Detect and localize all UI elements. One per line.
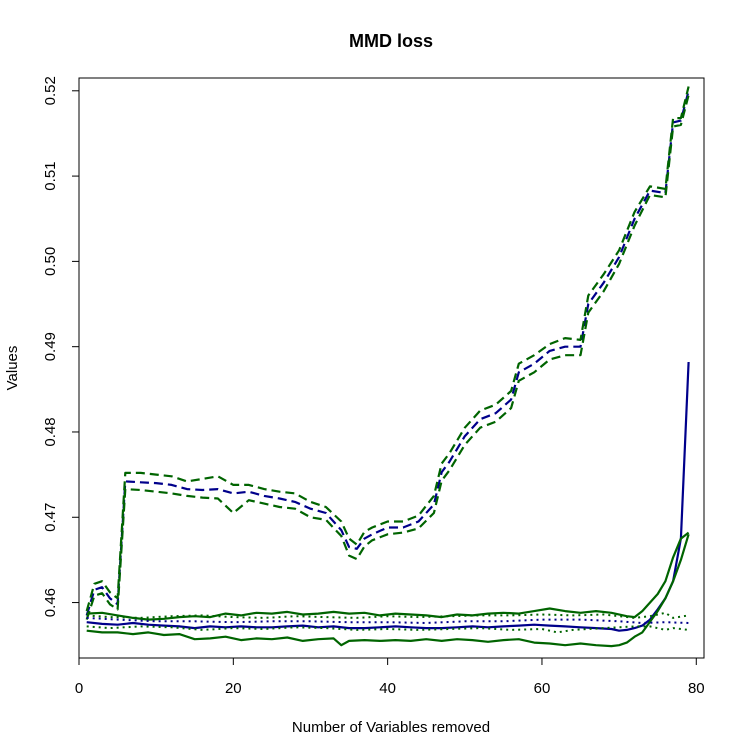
y-tick-label: 0.50	[42, 247, 59, 276]
series-line-4-solid	[86, 361, 690, 632]
x-axis: 0 20 40 60 80	[75, 657, 705, 697]
x-axis-label: Number of Variables removed	[292, 719, 490, 736]
y-axis-label: Values	[4, 346, 21, 391]
y-tick-label: 0.48	[42, 417, 59, 446]
series-line-2-dashed	[85, 86, 690, 612]
series-line-8-dotted	[86, 611, 689, 619]
series-line-7-dotted	[86, 616, 689, 624]
series-layer	[85, 86, 690, 648]
y-tick-label: 0.47	[42, 503, 59, 532]
series-line-3-dashed	[85, 94, 690, 620]
series-line-5-solid	[86, 531, 690, 621]
x-tick-label: 20	[225, 680, 242, 697]
y-tick-label: 0.46	[42, 588, 59, 617]
plot-frame	[78, 77, 705, 659]
x-tick-label: 40	[379, 680, 396, 697]
y-tick-label: 0.49	[42, 332, 59, 361]
series-line-1-dashed	[85, 90, 690, 616]
y-tick-label: 0.52	[42, 76, 59, 105]
x-tick-label: 0	[75, 680, 83, 697]
x-tick-label: 80	[688, 680, 705, 697]
y-axis: 0.46 0.47 0.48 0.49 0.50 0.51 0.52	[42, 76, 80, 617]
series-line-6-solid	[86, 533, 690, 648]
x-tick-label: 60	[534, 680, 551, 697]
y-tick-label: 0.51	[42, 161, 59, 190]
chart-title: MMD loss	[349, 31, 433, 51]
